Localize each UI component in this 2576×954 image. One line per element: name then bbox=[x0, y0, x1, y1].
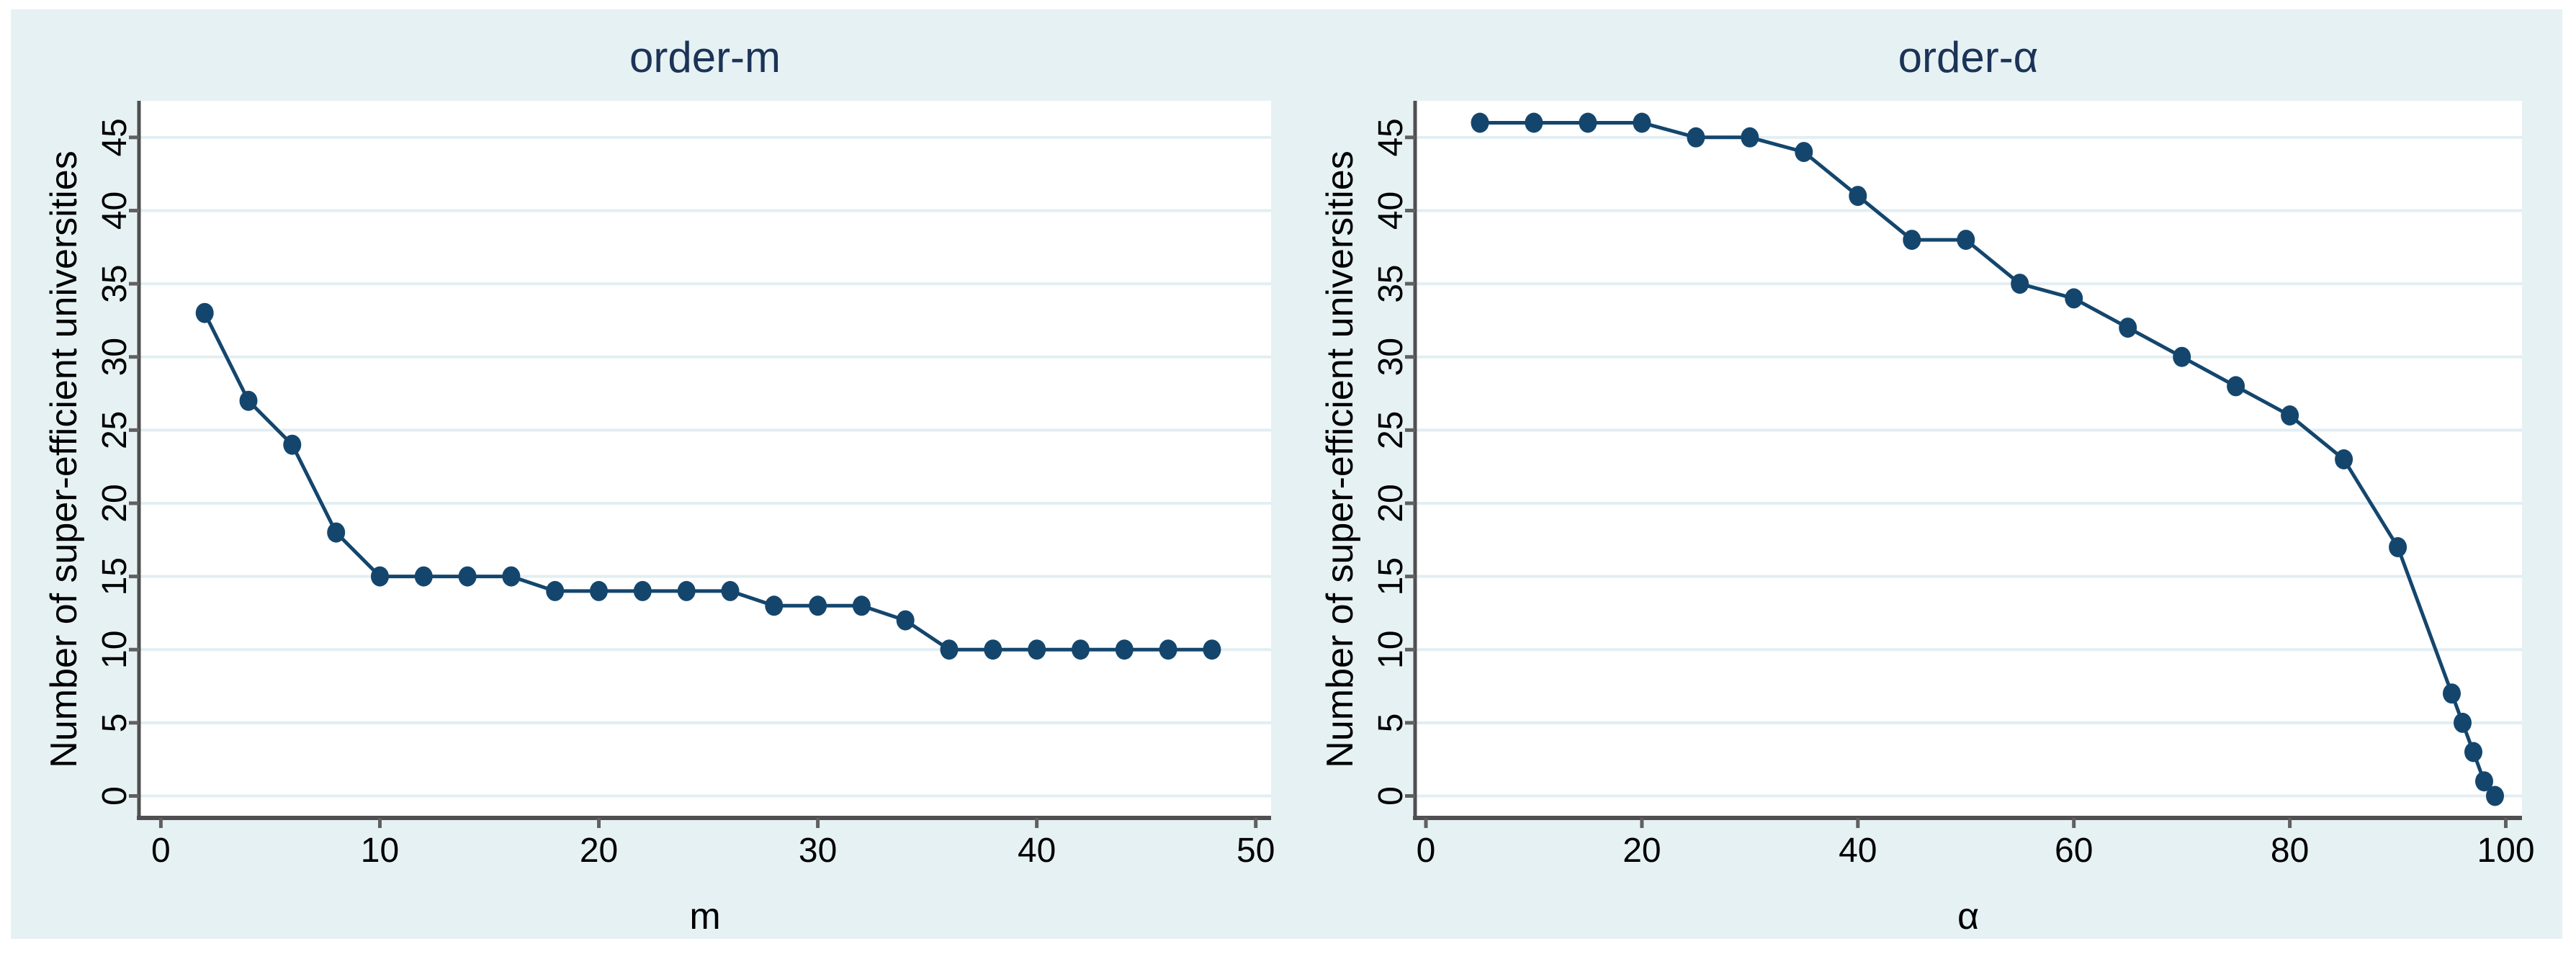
data-point-x65 bbox=[2119, 318, 2137, 338]
y-tick-label-5: 5 bbox=[96, 714, 134, 733]
y-tick-label-0: 0 bbox=[1372, 786, 1410, 806]
data-point-x18 bbox=[546, 580, 565, 601]
y-tick-label-45: 45 bbox=[1372, 118, 1410, 156]
data-point-x40 bbox=[1849, 186, 1867, 207]
data-point-x85 bbox=[2335, 449, 2353, 469]
data-point-x38 bbox=[984, 639, 1002, 660]
y-tick-label-5: 5 bbox=[1372, 714, 1410, 733]
data-point-x30 bbox=[1741, 127, 1759, 148]
data-point-x95 bbox=[2443, 683, 2461, 704]
plot-area bbox=[1415, 101, 2522, 818]
y-tick-label-30: 30 bbox=[1372, 338, 1410, 376]
y-tick-label-20: 20 bbox=[96, 484, 134, 522]
data-point-x90 bbox=[2389, 537, 2407, 557]
x-tick-label-50: 50 bbox=[1237, 832, 1275, 870]
x-tick-label-40: 40 bbox=[1839, 832, 1877, 870]
y-axis-title-left: Number of super-efficient universities bbox=[43, 150, 85, 768]
data-point-x28 bbox=[765, 595, 784, 616]
data-point-x14 bbox=[458, 566, 477, 587]
y-tick-label-0: 0 bbox=[96, 786, 134, 806]
x-tick-label-80: 80 bbox=[2271, 832, 2309, 870]
data-point-x75 bbox=[2227, 376, 2245, 397]
data-point-x20 bbox=[1633, 112, 1651, 133]
chart-order-m-plot: 0 5 10 15 20 25 30 35 40 45 0 10 20 30 40 50 bbox=[96, 101, 1275, 870]
x-tick-label-100: 100 bbox=[2477, 832, 2534, 870]
data-point-x10 bbox=[371, 566, 389, 587]
data-point-x24 bbox=[677, 580, 696, 601]
data-point-x16 bbox=[502, 566, 521, 587]
y-tick-label-40: 40 bbox=[96, 192, 134, 230]
x-tick-label-0: 0 bbox=[1417, 832, 1436, 870]
x-tick-label-20: 20 bbox=[1623, 832, 1661, 870]
plot-area bbox=[139, 101, 1271, 818]
y-tick-label-25: 25 bbox=[1372, 411, 1410, 449]
data-point-x80 bbox=[2281, 405, 2299, 426]
data-point-x70 bbox=[2173, 346, 2191, 367]
data-point-x10 bbox=[1525, 112, 1543, 133]
chart-order-alpha-plot: 0 5 10 15 20 25 30 35 40 45 0 20 40 60 80 100 bbox=[1372, 101, 2535, 870]
data-point-x30 bbox=[809, 595, 827, 616]
x-axis-title-alpha: α bbox=[1957, 896, 1979, 937]
x-tick-label-60: 60 bbox=[2055, 832, 2093, 870]
data-point-x40 bbox=[1028, 639, 1046, 660]
y-tick-label-35: 35 bbox=[1372, 264, 1410, 302]
y-tick-label-45: 45 bbox=[96, 118, 134, 156]
x-tick-label-40: 40 bbox=[1018, 832, 1056, 870]
data-point-x22 bbox=[633, 580, 652, 601]
data-point-x34 bbox=[896, 610, 915, 631]
data-point-x32 bbox=[852, 595, 871, 616]
data-point-x2 bbox=[195, 302, 214, 323]
chart-title-order-alpha: order-α bbox=[1898, 33, 2039, 81]
data-point-x48 bbox=[1203, 639, 1221, 660]
x-axis-title-m: m bbox=[689, 896, 720, 937]
data-point-x96 bbox=[2454, 712, 2472, 733]
data-point-x15 bbox=[1579, 112, 1597, 133]
y-tick-label-20: 20 bbox=[1372, 484, 1410, 522]
data-point-x12 bbox=[414, 566, 433, 587]
data-point-x8 bbox=[327, 522, 346, 543]
y-tick-label-35: 35 bbox=[96, 264, 134, 302]
data-point-x20 bbox=[590, 580, 608, 601]
data-point-x60 bbox=[2065, 288, 2083, 309]
data-point-x6 bbox=[283, 434, 302, 455]
y-tick-label-10: 10 bbox=[1372, 631, 1410, 669]
data-point-x5 bbox=[1471, 112, 1489, 133]
x-tick-label-10: 10 bbox=[361, 832, 399, 870]
y-axis-title-right: Number of super-efficient universities bbox=[1319, 150, 1361, 768]
y-tick-label-10: 10 bbox=[96, 631, 134, 669]
chart-title-order-m: order-m bbox=[629, 33, 781, 81]
data-point-x97 bbox=[2464, 742, 2482, 762]
y-tick-label-40: 40 bbox=[1372, 192, 1410, 230]
data-point-x98 bbox=[2475, 771, 2493, 792]
data-point-x36 bbox=[940, 639, 959, 660]
x-tick-label-30: 30 bbox=[799, 832, 837, 870]
data-point-x46 bbox=[1159, 639, 1177, 660]
x-tick-label-0: 0 bbox=[151, 832, 171, 870]
data-point-x55 bbox=[2011, 274, 2029, 294]
data-point-x44 bbox=[1115, 639, 1134, 660]
x-tick-label-20: 20 bbox=[580, 832, 618, 870]
y-tick-label-15: 15 bbox=[96, 557, 134, 595]
data-point-x26 bbox=[721, 580, 740, 601]
y-tick-label-25: 25 bbox=[96, 411, 134, 449]
data-point-x42 bbox=[1072, 639, 1090, 660]
data-point-x50 bbox=[1957, 230, 1975, 251]
data-point-x35 bbox=[1795, 142, 1813, 163]
y-tick-label-15: 15 bbox=[1372, 557, 1410, 595]
data-point-x45 bbox=[1903, 230, 1921, 251]
data-point-x99 bbox=[2486, 786, 2504, 806]
y-tick-label-30: 30 bbox=[96, 338, 134, 376]
data-point-x4 bbox=[239, 390, 258, 411]
data-point-x25 bbox=[1687, 127, 1705, 148]
